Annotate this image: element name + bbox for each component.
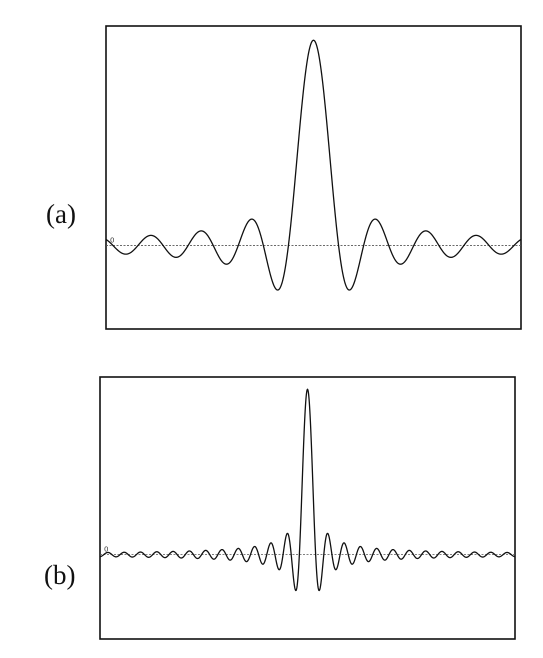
sinc-curve-b (99, 388, 516, 592)
zero-tick-label-a: 0 (110, 236, 114, 244)
chart-a: 0 (105, 25, 522, 330)
plot-frame-b (99, 376, 516, 640)
zero-tick-label-b: 0 (104, 546, 108, 554)
chart-b: 0 (99, 376, 516, 640)
plot-frame-a (105, 25, 522, 330)
panel-label-a: (a) (46, 199, 76, 229)
panel-label-b: (b) (44, 560, 76, 590)
sinc-curve-a (105, 39, 522, 291)
